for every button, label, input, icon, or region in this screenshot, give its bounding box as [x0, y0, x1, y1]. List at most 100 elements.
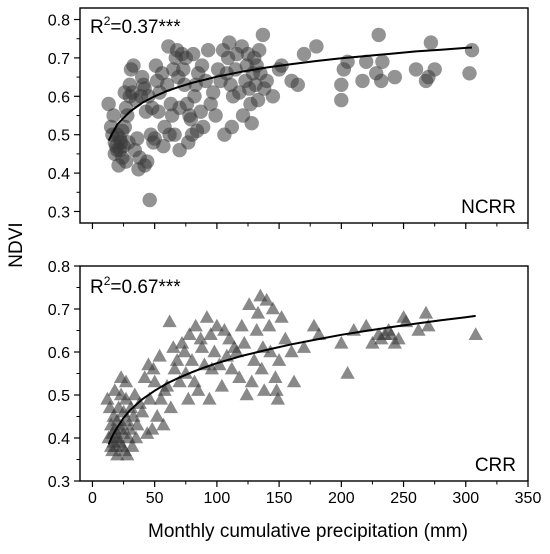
- data-point-crr: [209, 318, 224, 332]
- data-point-ncrr: [224, 119, 239, 135]
- fit-curve-ncrr: [107, 46, 473, 141]
- data-point-ncrr: [334, 92, 349, 108]
- data-point-crr: [257, 383, 272, 396]
- data-point-crr: [204, 361, 219, 375]
- data-point-crr: [163, 400, 178, 414]
- data-point-ncrr: [222, 35, 237, 50]
- panel-crr: 0 50 100 150 200 250 300 350 0.3 0.4 0.5 0.6 0.7 0.8…: [48, 259, 542, 507]
- data-point-crr: [152, 348, 167, 362]
- data-point-ncrr: [259, 73, 274, 89]
- data-point-ncrr: [203, 96, 218, 112]
- fit-curve-crr: [107, 314, 476, 445]
- data-point-crr: [334, 335, 349, 349]
- data-point-crr: [340, 366, 355, 379]
- y-ticks-ncrr: 0.3 0.4 0.5 0.6 0.7 0.8: [48, 13, 80, 221]
- data-point-ncrr: [462, 66, 477, 81]
- data-point-crr: [160, 378, 175, 392]
- x-ticks-crr: 0 50 100 150 200 250 300 350: [88, 481, 541, 507]
- y-tick-label-crr: 0.3: [48, 474, 70, 491]
- x-tick-label-crr: 150: [266, 490, 293, 507]
- data-point-ncrr: [252, 43, 267, 58]
- data-point-crr: [262, 318, 277, 332]
- data-point-ncrr: [159, 77, 175, 93]
- data-point-ncrr: [193, 104, 208, 119]
- data-point-crr: [156, 417, 171, 431]
- data-point-crr: [100, 391, 115, 405]
- data-point-ncrr: [255, 27, 271, 43]
- data-point-crr: [286, 374, 302, 388]
- stat-label-crr: R2=0.67***: [90, 274, 181, 298]
- data-point-ncrr: [427, 62, 442, 77]
- y-tick-label-ncrr: 0.6: [48, 89, 70, 106]
- data-point-crr: [259, 292, 274, 306]
- data-point-crr: [191, 383, 206, 396]
- data-point-crr: [142, 391, 157, 405]
- data-point-crr: [203, 327, 218, 340]
- data-point-crr: [207, 344, 222, 358]
- data-point-crr: [250, 305, 266, 319]
- data-point-crr: [130, 417, 145, 431]
- y-tick-label-ncrr: 0.3: [48, 204, 70, 221]
- data-point-ncrr: [186, 46, 201, 62]
- data-point-crr: [229, 344, 244, 358]
- panel-tag-crr: CRR: [475, 455, 516, 476]
- x-tick-label-crr: 100: [204, 490, 231, 507]
- data-point-crr: [120, 413, 135, 427]
- data-point-crr: [468, 327, 483, 340]
- data-point-ncrr: [106, 108, 121, 123]
- data-point-crr: [177, 344, 192, 358]
- data-point-ncrr: [387, 69, 402, 85]
- data-point-ncrr: [141, 89, 156, 104]
- data-point-ncrr: [355, 73, 370, 89]
- data-point-crr: [274, 310, 289, 323]
- data-point-ncrr: [296, 46, 312, 62]
- data-point-ncrr: [408, 62, 424, 77]
- data-point-ncrr: [151, 104, 166, 119]
- data-point-crr: [199, 310, 215, 323]
- data-point-ncrr: [201, 43, 216, 58]
- x-ticks-ncrr: [91, 223, 529, 229]
- data-point-ncrr: [371, 27, 386, 43]
- data-point-ncrr: [142, 192, 157, 208]
- data-point-crr: [150, 409, 165, 422]
- data-point-ncrr: [117, 119, 132, 135]
- data-point-crr: [263, 344, 278, 358]
- y-tick-label-ncrr: 0.5: [48, 128, 70, 145]
- data-point-crr: [137, 370, 152, 383]
- data-point-ncrr: [464, 43, 480, 58]
- y-tick-label-ncrr: 0.4: [48, 166, 70, 183]
- x-tick-label-crr: 200: [328, 490, 355, 507]
- x-tick-label-crr: 50: [146, 490, 164, 507]
- data-point-crr: [172, 374, 187, 388]
- panel-ncrr: 0.3 0.4 0.5 0.6 0.7 0.8 R2=0.37*** NCRR: [48, 7, 529, 229]
- data-point-crr: [284, 344, 299, 358]
- x-tick-label-crr: 0: [88, 490, 97, 507]
- x-tick-label-crr: 300: [452, 490, 479, 507]
- data-point-crr: [411, 323, 426, 336]
- y-tick-label-ncrr: 0.8: [48, 13, 70, 30]
- data-point-crr: [110, 447, 125, 461]
- data-point-crr: [296, 340, 312, 353]
- stat-label-ncrr: R2=0.37***: [90, 14, 181, 38]
- data-point-ncrr: [194, 58, 210, 73]
- data-point-crr: [212, 357, 227, 371]
- y-tick-label-crr: 0.8: [48, 259, 70, 276]
- y-tick-label-crr: 0.5: [48, 388, 70, 405]
- data-point-crr: [194, 340, 210, 353]
- data-point-crr: [118, 391, 134, 405]
- data-point-crr: [224, 361, 239, 375]
- y-axis-title: NDVI: [6, 222, 27, 267]
- data-point-crr: [239, 387, 254, 401]
- data-point-crr: [270, 391, 285, 405]
- data-point-crr: [128, 430, 144, 444]
- data-point-crr: [214, 378, 229, 392]
- data-point-crr: [181, 391, 196, 405]
- data-point-crr: [120, 447, 135, 461]
- data-point-crr: [153, 391, 168, 405]
- data-point-ncrr: [198, 73, 213, 89]
- data-point-crr: [254, 361, 269, 375]
- data-point-crr: [123, 400, 139, 414]
- data-point-ncrr: [374, 73, 389, 89]
- data-point-crr: [269, 383, 284, 396]
